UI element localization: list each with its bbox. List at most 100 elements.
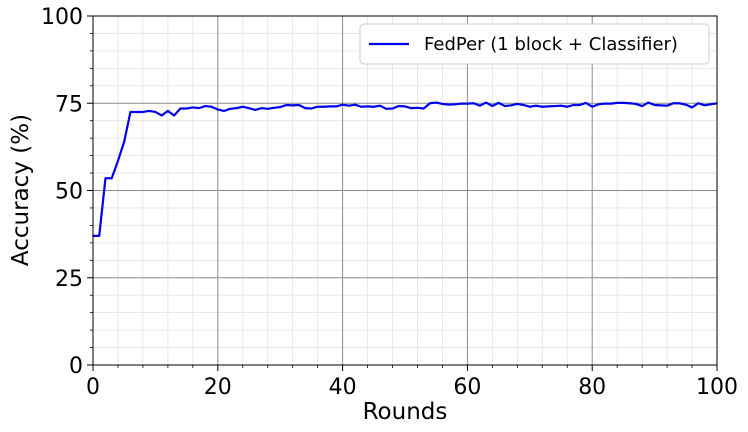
data-point (429, 102, 431, 105)
data-point (391, 107, 394, 110)
data-point (354, 103, 356, 106)
data-point (198, 107, 200, 110)
data-point (709, 103, 712, 106)
data-point (185, 107, 188, 110)
data-point (535, 104, 537, 107)
data-point (322, 105, 325, 108)
y-tick-label: 25 (55, 267, 83, 292)
data-point (485, 101, 488, 104)
data-point (235, 107, 238, 110)
data-point (366, 105, 369, 108)
tick-labels: 0 20 40 60 80 100 0 25 50 75 100 (41, 5, 738, 400)
data-point (379, 104, 381, 107)
y-tick-label: 75 (55, 92, 83, 117)
data-point (522, 104, 525, 106)
data-point (254, 108, 257, 111)
data-point (603, 102, 606, 105)
data-point (454, 103, 456, 106)
data-point (173, 114, 176, 117)
data-point (329, 105, 332, 108)
data-point (597, 103, 600, 106)
data-point (210, 105, 213, 108)
data-point (566, 105, 569, 108)
data-point (216, 108, 219, 111)
data-point (503, 105, 506, 107)
data-point (416, 106, 419, 109)
data-point (541, 105, 544, 108)
x-tick-label: 40 (329, 375, 357, 400)
data-point (98, 234, 101, 237)
data-point (697, 102, 700, 105)
legend-label: FedPer (1 block + Classifier) (424, 34, 678, 55)
data-point (435, 101, 438, 104)
data-point (248, 107, 250, 110)
x-tick-label: 0 (86, 375, 100, 400)
data-point (491, 105, 494, 107)
data-point (547, 105, 550, 108)
y-tick-label: 0 (69, 354, 83, 379)
data-point (260, 107, 263, 110)
x-tick-label: 60 (453, 375, 481, 400)
data-point (610, 102, 612, 105)
data-point (647, 101, 650, 104)
data-point (472, 102, 475, 105)
data-point (572, 104, 575, 106)
data-point (553, 105, 556, 107)
legend: FedPer (1 block + Classifier) (359, 23, 710, 65)
data-point (241, 105, 244, 108)
data-point (279, 106, 282, 108)
data-point (447, 103, 450, 106)
data-point (497, 102, 500, 104)
data-point (123, 140, 126, 143)
data-point (266, 107, 269, 110)
data-point (672, 102, 675, 105)
y-tick-label: 50 (55, 180, 83, 205)
data-point (160, 114, 163, 117)
data-point (441, 103, 444, 105)
data-point (104, 177, 107, 180)
data-point (622, 102, 625, 104)
data-point (397, 105, 400, 107)
data-point (148, 110, 151, 112)
data-point (179, 107, 182, 110)
data-point (291, 104, 294, 107)
data-point (285, 104, 288, 106)
data-point (404, 105, 406, 108)
data-point (166, 110, 169, 112)
x-axis-title: Rounds (363, 399, 448, 425)
x-tick-label: 80 (578, 375, 606, 400)
data-point (204, 105, 207, 107)
data-point (191, 106, 194, 109)
data-point (591, 105, 594, 108)
data-point (641, 105, 644, 107)
data-point (460, 102, 463, 105)
data-point (578, 104, 581, 106)
data-point (298, 104, 300, 106)
data-point (678, 102, 681, 105)
data-point (666, 104, 668, 107)
series-layer (92, 101, 718, 237)
data-point (273, 106, 275, 109)
data-point (516, 103, 519, 105)
data-point (410, 107, 413, 110)
y-axis-title: Accuracy (%) (8, 114, 34, 266)
data-point (129, 111, 132, 113)
x-tick-label: 20 (204, 375, 232, 400)
data-point (385, 107, 388, 110)
data-point (510, 104, 512, 107)
y-tick-label: 100 (41, 5, 83, 30)
data-point (117, 159, 119, 162)
data-point (684, 103, 687, 106)
x-tick-label: 100 (696, 375, 738, 400)
data-point (372, 105, 375, 108)
data-point (142, 111, 144, 113)
data-point (229, 107, 232, 110)
data-point (310, 107, 313, 110)
data-point (154, 111, 157, 113)
data-point (304, 107, 307, 110)
data-point (110, 177, 113, 180)
series-line (93, 101, 718, 237)
data-point (659, 104, 662, 107)
data-point (466, 102, 469, 105)
